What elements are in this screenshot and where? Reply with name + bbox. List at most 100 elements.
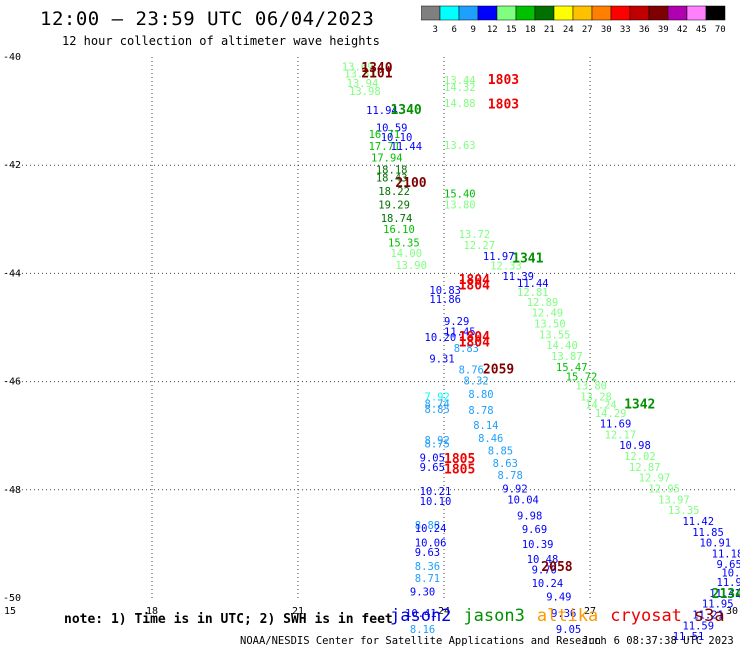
wave-height-label: 8.78 xyxy=(498,470,523,482)
wave-height-label: 9.98 xyxy=(517,511,542,523)
wave-height-label: 14.32 xyxy=(444,82,476,94)
wave-height-label: 13.63 xyxy=(444,140,476,152)
wave-height-label: 18.74 xyxy=(381,213,413,225)
wave-height-label: 13.44 xyxy=(444,75,476,87)
wave-height-label: 10.21 xyxy=(420,486,452,498)
wave-height-label: 13.69 xyxy=(342,62,374,74)
pass-time-label: 1804 xyxy=(459,330,490,345)
wave-height-label: 10.48 xyxy=(527,554,559,566)
wave-height-label: 16.71 xyxy=(369,129,401,141)
x-tick-label: 15 xyxy=(4,606,16,617)
colorbar-swatch xyxy=(705,5,726,21)
wave-height-label: 12.89 xyxy=(527,297,559,309)
wave-height-label: 8.32 xyxy=(463,375,488,387)
pass-time-label: 2059 xyxy=(483,362,514,377)
pass-time-label: 1342 xyxy=(624,398,655,413)
wave-height-label: 12.33 xyxy=(490,261,522,273)
colorbar-label: 27 xyxy=(582,25,593,35)
wave-height-label: 9.92 xyxy=(502,484,527,496)
wave-height-label: 11.18 xyxy=(712,548,740,560)
wave-height-label: 10.04 xyxy=(507,494,539,506)
x-tick-label: 21 xyxy=(292,606,304,617)
wave-height-label: 17.94 xyxy=(371,152,403,164)
wave-height-label: 10.59 xyxy=(376,123,408,135)
wave-height-label: 8.80 xyxy=(468,389,493,401)
colorbar-label: 24 xyxy=(563,25,574,35)
wave-height-label: 8.14 xyxy=(473,420,498,432)
page-subtitle: 12 hour collection of altimeter wave hei… xyxy=(62,34,380,48)
wave-height-label: 11.9 xyxy=(717,577,740,589)
pass-time-label: 1804 xyxy=(459,279,490,294)
colorbar-label: 9 xyxy=(471,25,476,35)
wave-height-label: 9.65 xyxy=(420,462,445,474)
colorbar-label: 18 xyxy=(525,25,536,35)
wave-height-label: 13.28 xyxy=(580,392,612,404)
wave-height-label: 11.45 xyxy=(444,327,476,339)
wave-height-label: 10.39 xyxy=(522,539,554,551)
wave-height-label: 11.69 xyxy=(600,419,632,431)
wave-height-label: 14.24 xyxy=(585,400,617,412)
wave-height-label: 14.88 xyxy=(444,98,476,110)
wave-height-label: 11.94 xyxy=(366,105,398,117)
pass-time-label: 1803 xyxy=(488,73,519,88)
pass-time-label: 1804 xyxy=(459,273,490,288)
wave-height-label: 12.87 xyxy=(629,462,661,474)
wave-height-label: 13.80 xyxy=(575,381,607,393)
wave-height-label: 15.72 xyxy=(566,372,598,384)
wave-height-label: 8.74 xyxy=(425,399,450,411)
x-tick-label: 30 xyxy=(726,606,738,617)
wave-height-label: 13.50 xyxy=(534,319,566,331)
legend-item-altika: altika xyxy=(536,606,599,626)
wave-height-label: 12.27 xyxy=(463,240,495,252)
wave-height-label: 15.47 xyxy=(556,362,588,374)
wave-height-label: 18.18 xyxy=(376,164,408,176)
footer-note: note: 1) Time is in UTC; 2) SWH is in fe… xyxy=(64,612,393,627)
wave-height-label: 8.88 xyxy=(415,520,440,532)
wave-height-label: 9.36 xyxy=(551,608,576,620)
pass-time-label: 1805 xyxy=(444,463,475,478)
x-tick-label: 18 xyxy=(146,606,158,617)
wave-height-label: 13.98 xyxy=(349,86,381,98)
wave-height-label: 11.41 xyxy=(709,588,740,600)
wave-height-label: 10.10 xyxy=(420,496,452,508)
wave-height-label: 10.9 xyxy=(721,567,740,579)
colorbar-label: 36 xyxy=(639,25,650,35)
colorbar-label: 21 xyxy=(544,25,555,35)
wave-height-label: 7.92 xyxy=(425,392,450,404)
wave-height-label: 17.71 xyxy=(369,141,401,153)
x-tick-label: 27 xyxy=(584,606,596,617)
y-tick-label: -48 xyxy=(3,485,21,496)
wave-height-label: 10.24 xyxy=(415,523,447,535)
wave-height-label: 18.43 xyxy=(376,172,408,184)
wave-height-label: 11.95 xyxy=(702,599,734,611)
colorbar-label: 39 xyxy=(658,25,669,35)
wave-height-label: 8.75 xyxy=(425,439,450,451)
page-title: 12:00 – 23:59 UTC 06/04/2023 xyxy=(40,8,375,30)
pass-time-label: 1804 xyxy=(459,335,490,350)
y-tick-label: -44 xyxy=(3,268,21,279)
wave-height-label: 13.90 xyxy=(395,260,427,272)
wave-height-label: 10.41 xyxy=(405,608,437,620)
wave-height-label: 14.29 xyxy=(595,408,627,420)
y-tick-label: -42 xyxy=(3,160,21,171)
wave-height-label: 10.98 xyxy=(619,440,651,452)
legend-item-jason3: jason3 xyxy=(463,606,525,626)
wave-height-label: 15.35 xyxy=(388,237,420,249)
wave-height-label: 9.49 xyxy=(546,592,571,604)
y-tick-label: -50 xyxy=(3,593,21,604)
wave-height-label: 9.30 xyxy=(410,586,435,598)
pass-time-label: 2100 xyxy=(395,176,426,191)
legend-item-jason2: jason2 xyxy=(390,606,452,626)
wave-height-label: 12.97 xyxy=(639,473,671,485)
wave-height-label: 12.17 xyxy=(605,429,637,441)
pass-time-label: 1805 xyxy=(444,452,475,467)
colorbar-label: 42 xyxy=(677,25,688,35)
pass-time-label: 1803 xyxy=(488,97,519,112)
wave-height-label: 9.63 xyxy=(415,547,440,559)
wave-height-label: 15.40 xyxy=(444,189,476,201)
legend-item-s3a: s3a xyxy=(693,606,725,626)
wave-height-label: 8.92 xyxy=(425,435,450,447)
wave-height-label: 9.05 xyxy=(556,624,581,636)
wave-height-label: 8.63 xyxy=(493,458,518,470)
